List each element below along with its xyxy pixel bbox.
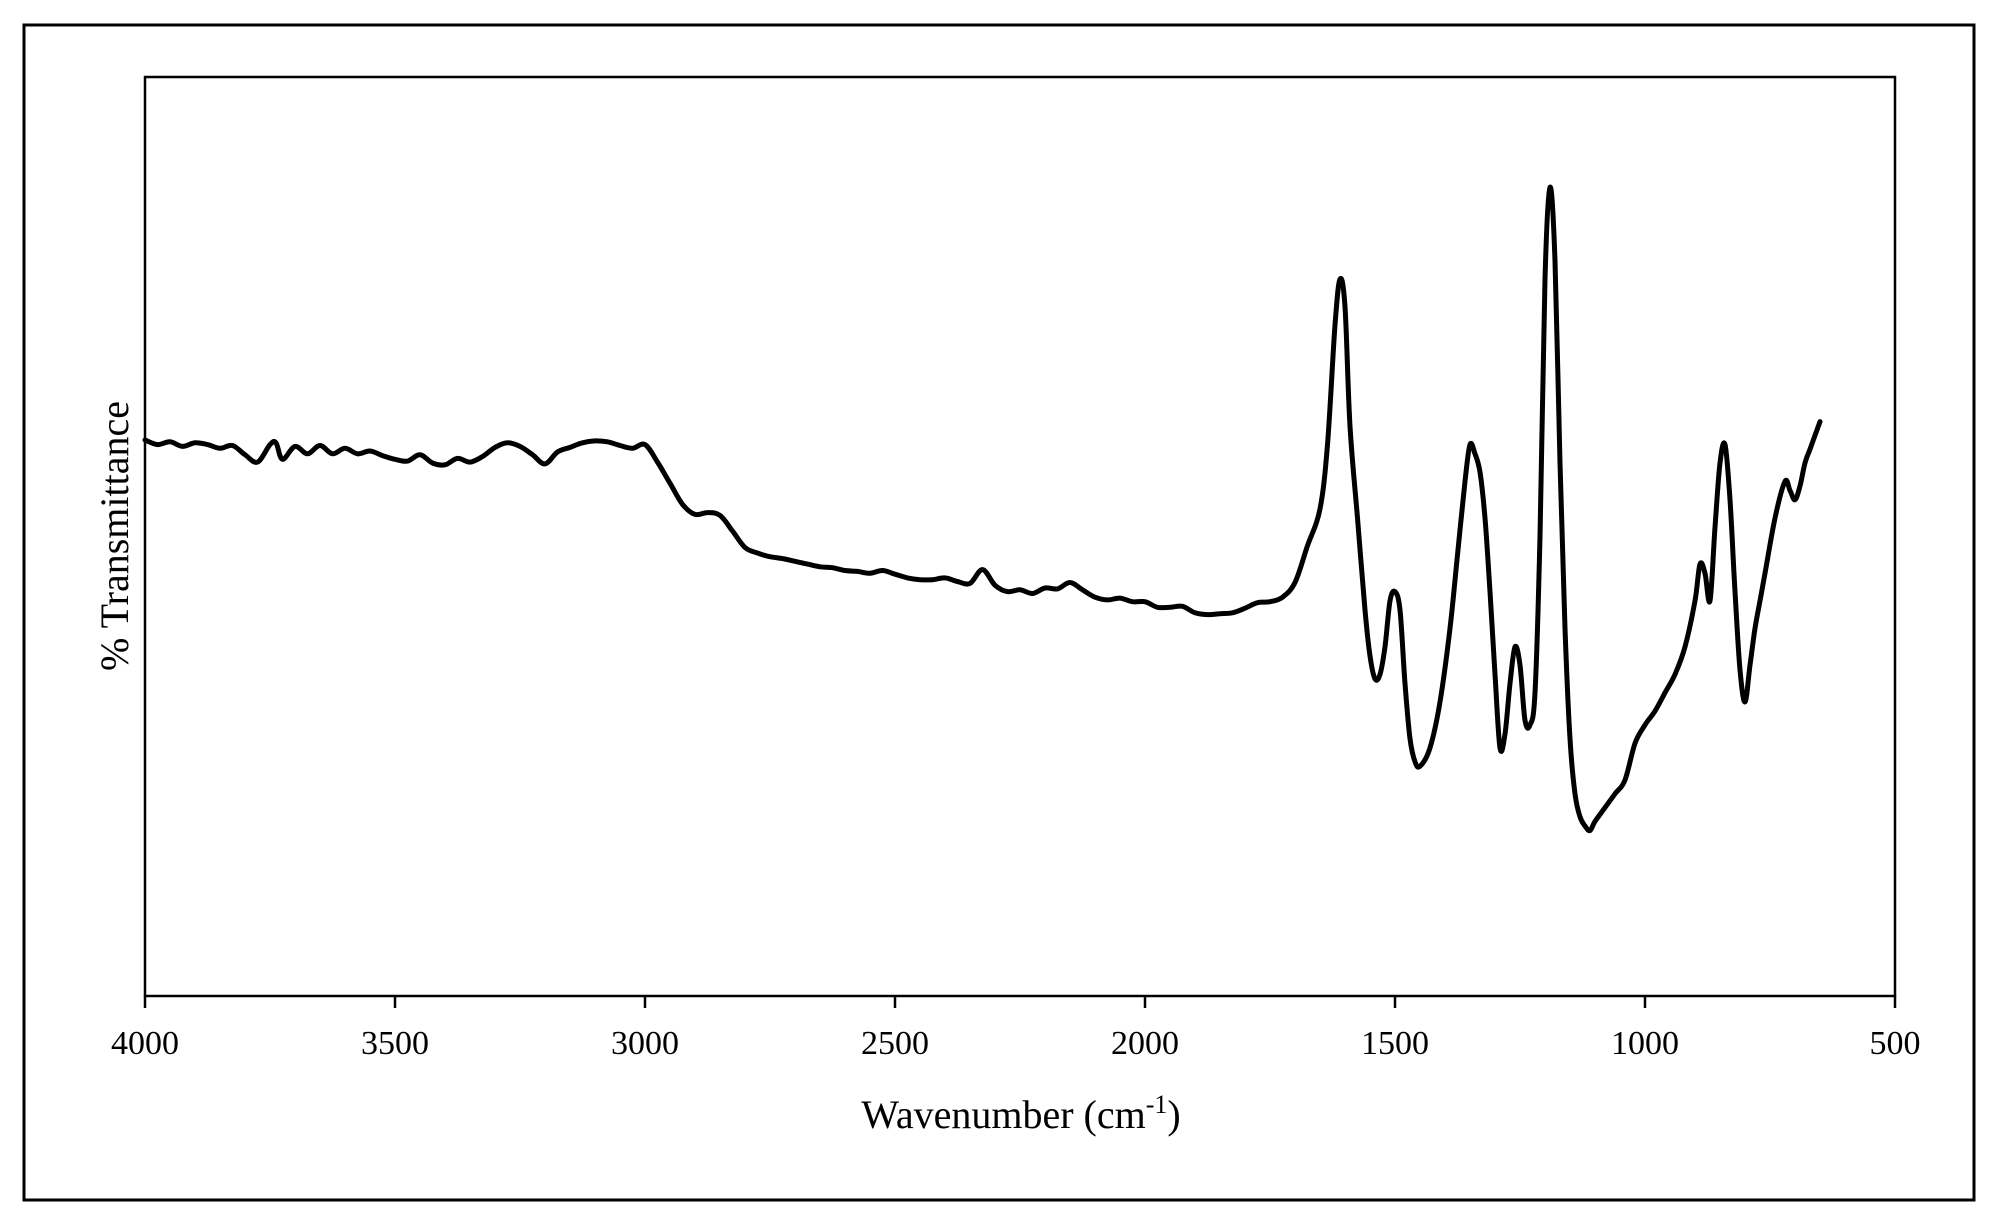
figure-border	[22, 23, 1976, 1202]
x-tick-label: 500	[1870, 1025, 1921, 1062]
x-tick-label: 1000	[1611, 1025, 1679, 1062]
x-axis: 4000 3500 3000 2500 2000 1500 1000 500	[111, 996, 1921, 1062]
x-tick-label: 2500	[861, 1025, 929, 1062]
x-axis-title-superscript: -1	[1146, 1090, 1168, 1119]
x-axis-title-suffix: )	[1167, 1092, 1180, 1137]
x-tick-label: 2000	[1111, 1025, 1179, 1062]
x-tick-label: 3500	[361, 1025, 429, 1062]
transmittance-series-line	[142, 184, 1823, 834]
x-axis-title-main: Wavenumber (cm	[861, 1092, 1145, 1137]
x-tick-label: 4000	[111, 1025, 179, 1062]
x-tick-label: 3000	[611, 1025, 679, 1062]
x-tick-label: 1500	[1361, 1025, 1429, 1062]
y-axis-title: % Transmittance	[92, 401, 137, 671]
x-axis-title: Wavenumber (cm-1)	[861, 1090, 1180, 1137]
plot-area-frame	[143, 75, 1897, 998]
